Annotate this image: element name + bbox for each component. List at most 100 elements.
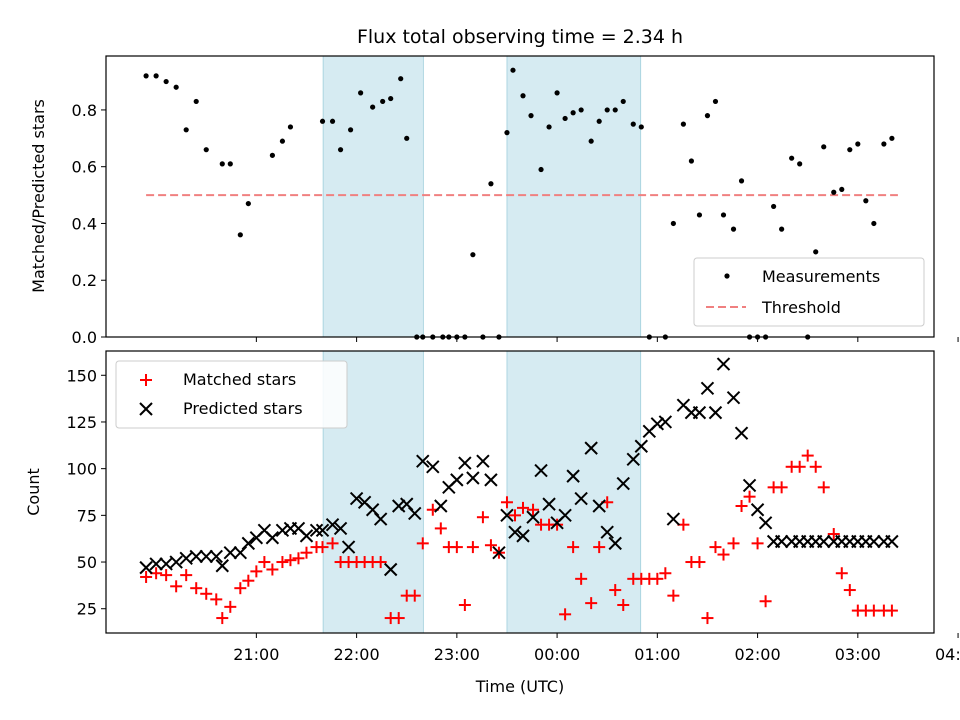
matched-star-point: [709, 541, 722, 554]
predicted-star-point: [315, 523, 330, 537]
matched-star-point: [476, 511, 489, 524]
predicted-star-point: [867, 534, 881, 549]
predicted-star-point: [458, 456, 472, 470]
predicted-star-point: [215, 559, 229, 573]
predicted-star-point: [574, 491, 588, 506]
matched-star-point: [408, 589, 421, 602]
predicted-star-point: [349, 491, 364, 506]
top-y-tick-label: 0.2: [72, 271, 97, 290]
bottom-y-ticks: 25 50 75 100 125 150: [66, 366, 106, 619]
predicted-star-point: [885, 534, 899, 549]
x-tick-label: 03:00: [835, 645, 881, 664]
matched-star-point: [593, 541, 606, 554]
measurement-point: [370, 104, 376, 110]
matched-star-point: [743, 490, 756, 503]
measurement-point: [604, 107, 610, 113]
predicted-star-point: [758, 516, 773, 530]
predicted-star-point: [634, 439, 649, 453]
x-tick-label: 00:00: [534, 645, 580, 664]
measurement-point: [831, 189, 837, 195]
measurement-point: [738, 178, 745, 184]
matched-star-point: [585, 597, 598, 610]
matched-star-point: [667, 589, 680, 602]
matched-star-point: [458, 598, 471, 611]
matched-star-point: [693, 556, 706, 569]
top-axes-frame: [105, 55, 935, 338]
matched-star-point: [316, 541, 329, 554]
top-y-tick-label: 0.8: [72, 101, 97, 120]
predicted-star-point: [774, 534, 789, 549]
measurement-point: [488, 181, 494, 187]
predicted-star-point: [309, 523, 324, 537]
measurement-point: [712, 98, 719, 105]
matched-star-point: [266, 563, 279, 576]
measurement-point: [546, 124, 552, 130]
predicted-star-point: [658, 415, 673, 429]
matched-star-point: [727, 537, 740, 550]
predicted-star-point: [500, 508, 514, 523]
predicted-star-point: [700, 381, 715, 396]
predicted-star-point: [516, 529, 530, 543]
predicted-star-point: [426, 460, 440, 474]
matched-star-point: [190, 582, 203, 595]
predicted-star-point: [373, 512, 388, 526]
x-tick-label: 22:00: [334, 645, 380, 664]
matched-star-point: [827, 528, 840, 541]
matched-star-point: [392, 612, 405, 625]
legend-measurements-marker: [724, 273, 730, 279]
x-tick-label: 01:00: [634, 645, 680, 664]
measurement-point: [245, 200, 251, 207]
top-panel: 0.00.20.40.60.8 Matched/Predicted stars …: [29, 55, 959, 347]
matched-star-point: [250, 565, 263, 578]
matched-star-point: [885, 604, 898, 617]
measurement-point: [237, 232, 243, 238]
legend-predicted-label: Predicted stars: [183, 399, 303, 418]
predicted-star-point: [726, 390, 741, 405]
matched-star-point: [843, 584, 856, 597]
bottom-x-ticks: 21:00 22:00 23:00 00:00 01:00 02:00 03:00 04:00: [233, 633, 960, 664]
x-tick-label: 02:00: [735, 645, 781, 664]
predicted-star-point: [558, 508, 572, 523]
matched-star-point: [793, 460, 806, 473]
measurement-point: [329, 118, 336, 124]
predicted-star-point: [139, 560, 153, 575]
top-y-tick-label: 0.4: [72, 214, 97, 233]
measurement-point: [219, 161, 225, 167]
measurement-point: [588, 138, 594, 144]
matched-star-point: [817, 481, 830, 494]
predicted-star-point: [692, 405, 707, 420]
measurement-point: [203, 147, 209, 153]
measurement-point: [771, 203, 777, 210]
predicted-star-point: [600, 525, 614, 539]
top-legend-box: [693, 257, 925, 327]
measurement-point: [696, 212, 703, 218]
measurement-point: [863, 198, 869, 204]
predicted-star-point: [608, 536, 622, 551]
matched-star-point: [500, 496, 513, 509]
matched-star-point: [717, 548, 730, 561]
measurement-point: [510, 67, 516, 73]
bottom-y-tick-label: 25: [77, 600, 97, 619]
matched-star-point: [216, 612, 229, 625]
measurement-point: [269, 152, 276, 158]
bottom-axes-frame: [105, 350, 935, 634]
predicted-star-point: [199, 549, 213, 564]
measurement-point: [821, 144, 827, 150]
predicted-star-point: [169, 555, 183, 569]
measurement-point: [889, 135, 895, 141]
predicted-star-point: [734, 426, 749, 440]
measurement-point: [143, 73, 149, 79]
measurement-point: [789, 155, 795, 161]
measurement-point: [380, 98, 386, 105]
x-tick-label: 23:00: [434, 645, 480, 664]
x-axis-label: Time (UTC): [475, 677, 564, 696]
matched-star-point: [276, 556, 289, 569]
measurement-point: [504, 130, 510, 136]
matched-star-point: [759, 595, 772, 608]
bottom-y-tick-label: 150: [66, 366, 97, 385]
measurement-point: [670, 220, 676, 227]
measurement-point: [630, 121, 636, 127]
predicted-star-point: [408, 506, 422, 521]
